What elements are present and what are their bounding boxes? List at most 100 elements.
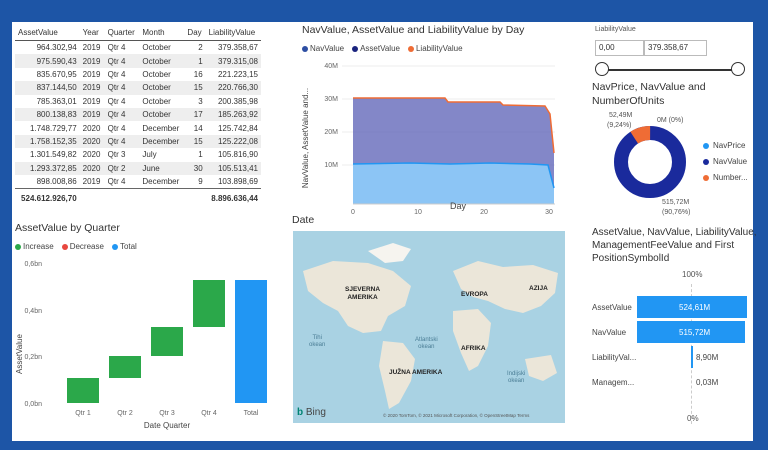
map-label-africa: AFRIKA xyxy=(461,345,486,352)
table-row[interactable]: 837.144,50 2019 Qtr 4 October 15 220.766,30 xyxy=(15,81,261,95)
table-row[interactable]: 1.758.152,35 2020 Qtr 4 December 15 125.222,0… xyxy=(15,134,261,149)
area-chart[interactable]: NavValue, AssetValue and... 40M 30M 20M … xyxy=(290,56,565,216)
cell-year: 2020 xyxy=(79,134,105,149)
cell-assetvalue: 1.301.549,82 xyxy=(29,150,77,160)
col-header-month[interactable]: Month xyxy=(139,26,185,41)
col-header-year[interactable]: Year xyxy=(79,26,105,41)
area-chart-legend: NavValue AssetValue LiabilityValue xyxy=(302,44,463,53)
cell-year: 2019 xyxy=(82,69,101,79)
multirow-top-pct: 100% xyxy=(682,270,703,279)
line-liabilityvalue xyxy=(353,97,555,154)
waterfall-ytick-0: 0,6bn xyxy=(24,261,42,268)
cell-quarter: Qtr 3 xyxy=(107,150,126,160)
waterfall-bar-total[interactable] xyxy=(235,280,267,403)
multirow-label-navvalue: NavValue xyxy=(592,328,627,337)
donut-label-topleft-value: 52,49M xyxy=(609,112,633,119)
cell-year: 2019 xyxy=(82,177,101,187)
cell-month: June xyxy=(139,161,185,175)
multirow-bar-assetvalue[interactable] xyxy=(637,296,747,318)
cell-quarter: Qtr 2 xyxy=(104,161,140,175)
cell-month: October xyxy=(139,54,185,68)
legend-navvalue-swatch xyxy=(302,45,308,52)
legend-navprice[interactable]: NavPrice xyxy=(703,138,748,154)
multirow-value-liabilityvalue: 8,90M xyxy=(696,353,719,362)
slicer-thumb-min[interactable] xyxy=(595,62,609,76)
cell-quarter: Qtr 4 xyxy=(107,123,126,133)
slicer-track[interactable] xyxy=(601,69,742,71)
cell-liabilityvalue: 125.742,84 xyxy=(217,123,258,133)
area-chart-title: NavValue, AssetValue and LiabilityValue … xyxy=(302,24,525,36)
waterfall-bar-qtr1[interactable] xyxy=(67,378,99,403)
table-row[interactable]: 1.293.372,85 2020 Qtr 2 June 30 105.513,41 xyxy=(15,161,261,175)
waterfall-bar-qtr4[interactable] xyxy=(193,280,225,327)
multirow-label-managementfee: Managem... xyxy=(592,378,635,387)
table-row[interactable]: 1.301.549,82 2020 Qtr 3 July 1 105.816,90 xyxy=(15,148,261,161)
waterfall-ylabel: AssetValue xyxy=(15,334,24,374)
table-row[interactable]: 964.302,94 2019 Qtr 4 October 2 379.358,67 xyxy=(15,41,261,55)
multirow-value-assetvalue: 524,61M xyxy=(679,303,711,312)
legend-numberofunits-swatch xyxy=(703,174,709,181)
table-row[interactable]: 800.138,83 2019 Qtr 4 October 17 185.263,92 xyxy=(15,107,261,122)
waterfall-bar-qtr2[interactable] xyxy=(109,356,141,378)
cell-quarter: Qtr 4 xyxy=(107,177,126,187)
legend-navvalue-donut[interactable]: NavValue xyxy=(703,154,748,170)
donut-chart[interactable] xyxy=(610,122,690,202)
cell-month: December xyxy=(139,134,185,149)
legend-decrease[interactable]: Decrease xyxy=(61,242,104,251)
legend-assetvalue[interactable]: AssetValue xyxy=(352,44,400,53)
slicer-thumb-max[interactable] xyxy=(731,62,745,76)
multirow-bar-liabilityvalue[interactable] xyxy=(691,346,693,368)
legend-numberofunits[interactable]: Number... xyxy=(703,170,748,186)
waterfall-ytick-1: 0,4bn xyxy=(24,308,42,315)
col-header-quarter[interactable]: Quarter xyxy=(104,26,140,41)
cell-day: 1 xyxy=(184,54,206,68)
cell-day: 3 xyxy=(198,96,203,106)
table-row[interactable]: 898.008,86 2019 Qtr 4 December 9 103.898,69 xyxy=(15,175,261,189)
col-header-liabilityvalue[interactable]: LiabilityValue xyxy=(205,26,261,41)
col-header-day[interactable]: Day xyxy=(184,26,206,41)
cell-year: 2020 xyxy=(82,150,101,160)
world-map[interactable]: SJEVERNA AMERIKA EVROPA AZIJA AFRIKA JUŽN… xyxy=(293,231,565,423)
table-row[interactable]: 1.748.729,77 2020 Qtr 4 December 14 125.742,8… xyxy=(15,121,261,134)
cell-quarter: Qtr 4 xyxy=(104,81,140,95)
table-row[interactable]: 835.670,95 2019 Qtr 4 October 16 221.223,15 xyxy=(15,68,261,81)
cell-day: 17 xyxy=(184,107,206,122)
map-label-north-america: SJEVERNA AMERIKA xyxy=(345,286,381,301)
legend-navvalue[interactable]: NavValue xyxy=(302,44,344,53)
donut-label-topleft-pct: (9,24%) xyxy=(607,122,632,129)
cell-month: October xyxy=(142,43,171,53)
slicer-min-input[interactable]: 0,00 xyxy=(595,40,644,56)
area-ytick-20m: 20M xyxy=(324,129,338,136)
cell-liabilityvalue: 220.766,30 xyxy=(205,81,261,95)
legend-liabilityvalue[interactable]: LiabilityValue xyxy=(407,44,463,53)
slicer-max-input[interactable]: 379.358,67 xyxy=(644,40,707,56)
cell-day: 14 xyxy=(193,123,203,133)
donut-title-line2: NumberOfUnits xyxy=(592,95,665,107)
donut-title-line1: NavPrice, NavValue and xyxy=(592,81,706,93)
asset-table[interactable]: AssetValue Year Quarter Month Day Liabil… xyxy=(15,26,263,205)
legend-total-swatch xyxy=(111,243,118,250)
legend-increase[interactable]: Increase xyxy=(15,242,54,251)
cell-liabilityvalue: 125.222,08 xyxy=(205,134,261,149)
cell-liabilityvalue: 379.358,67 xyxy=(217,43,258,53)
waterfall-xtick-qtr2: Qtr 2 xyxy=(117,410,133,417)
waterfall-ytick-3: 0,0bn xyxy=(24,401,42,408)
map-copyright[interactable]: © 2020 TomTom, © 2021 Microsoft Corporat… xyxy=(383,413,530,418)
cell-liabilityvalue: 105.513,41 xyxy=(205,161,261,175)
cell-assetvalue: 1.748.729,77 xyxy=(29,123,77,133)
table-total-row: 524.612.926,70 8.896.636,44 xyxy=(15,188,261,205)
waterfall-xtick-qtr1: Qtr 1 xyxy=(75,410,91,417)
table-row[interactable]: 785.363,01 2019 Qtr 4 October 3 200.385,98 xyxy=(15,95,261,108)
col-header-assetvalue[interactable]: AssetValue xyxy=(15,26,80,41)
legend-total[interactable]: Total xyxy=(111,242,137,251)
table-row[interactable]: 975.590,43 2019 Qtr 4 October 1 379.315,08 xyxy=(15,54,261,68)
multirow-title-line1: AssetValue, NavValue, LiabilityValue, xyxy=(592,227,757,238)
cell-day: 2 xyxy=(198,43,203,53)
multirow-value-navvalue: 515,72M xyxy=(679,328,711,337)
multirow-bar-navvalue[interactable] xyxy=(637,321,745,343)
cell-year: 2020 xyxy=(79,161,105,175)
cell-year: 2019 xyxy=(82,96,101,106)
waterfall-bar-qtr3[interactable] xyxy=(151,327,183,356)
bing-logo[interactable]: b Bing xyxy=(297,407,326,418)
waterfall-ytick-2: 0,2bn xyxy=(24,354,42,361)
